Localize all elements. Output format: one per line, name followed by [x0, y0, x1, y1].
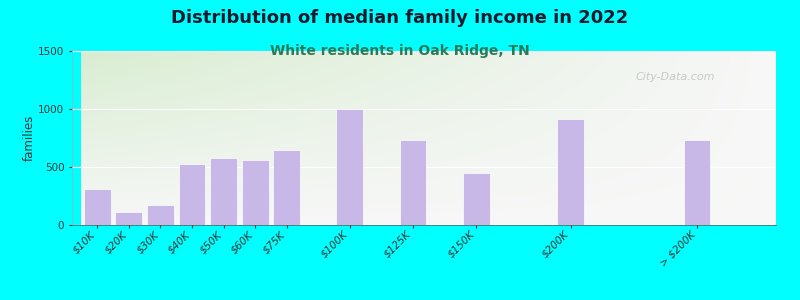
Bar	[336, 109, 363, 225]
Bar	[684, 140, 710, 225]
Bar	[399, 140, 426, 225]
Bar	[147, 205, 174, 225]
Bar	[178, 164, 206, 225]
Y-axis label: families: families	[22, 115, 35, 161]
Text: Distribution of median family income in 2022: Distribution of median family income in …	[171, 9, 629, 27]
Bar	[274, 150, 300, 225]
Text: City-Data.com: City-Data.com	[635, 72, 714, 82]
Bar	[558, 119, 584, 225]
Bar	[462, 173, 490, 225]
Bar	[242, 160, 269, 225]
Bar	[115, 212, 142, 225]
Text: White residents in Oak Ridge, TN: White residents in Oak Ridge, TN	[270, 44, 530, 58]
Bar	[84, 189, 110, 225]
Bar	[210, 158, 237, 225]
